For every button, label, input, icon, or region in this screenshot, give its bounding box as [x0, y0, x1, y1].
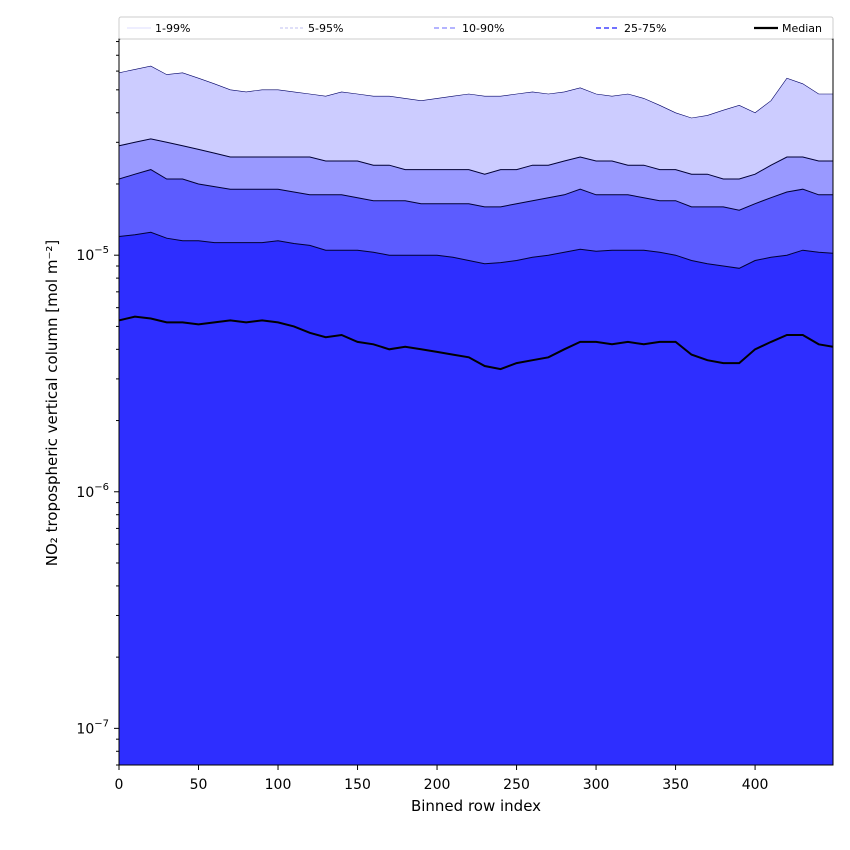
- legend-label: 10-90%: [462, 22, 504, 35]
- legend-label: 5-95%: [308, 22, 343, 35]
- x-tick-label: 300: [583, 777, 610, 793]
- legend-label: 1-99%: [155, 22, 190, 35]
- x-tick-label: 100: [265, 777, 292, 793]
- band-25-75%: [119, 232, 833, 765]
- y-axis-label: NO₂ tropospheric vertical column [mol m⁻…: [43, 240, 61, 566]
- y-axis-ticks: 10−7 10−6 10−5: [76, 41, 119, 766]
- x-tick-label: 0: [115, 777, 124, 793]
- band-edge-25-75%: [119, 231, 833, 269]
- band-edge-10-90%: [119, 169, 833, 211]
- x-tick-label: 200: [424, 777, 451, 793]
- x-tick-label: 350: [662, 777, 689, 793]
- band-edge-5-95%: [119, 138, 833, 180]
- x-axis-ticks: 0 50 100 150 200 250 300 350 400: [115, 765, 769, 793]
- legend-label: Median: [782, 22, 822, 35]
- band-edge-1-99%: [119, 65, 833, 119]
- x-tick-label: 250: [503, 777, 530, 793]
- plot-area: [119, 65, 833, 765]
- legend: 1-99% 5-95% 10-90% 25-75% Median: [118, 16, 834, 40]
- legend-label: 25-75%: [624, 22, 666, 35]
- x-tick-label: 50: [190, 777, 208, 793]
- median-line: [119, 315, 833, 371]
- x-tick-label: 150: [344, 777, 371, 793]
- y-tick-label: 10−5: [76, 245, 109, 264]
- y-tick-label: 10−6: [76, 482, 109, 501]
- x-tick-label: 400: [742, 777, 769, 793]
- y-tick-label: 10−7: [76, 718, 109, 737]
- x-axis-label: Binned row index: [411, 797, 541, 815]
- legend-box: [118, 16, 834, 40]
